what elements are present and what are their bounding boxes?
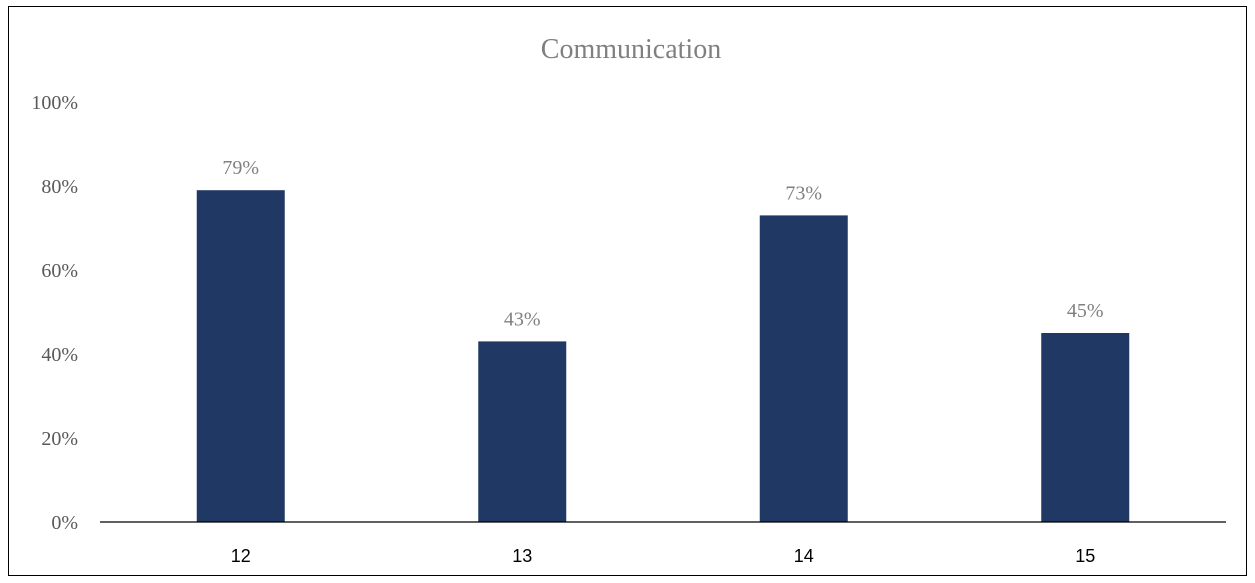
bar-15	[1041, 333, 1130, 522]
y-axis-labels: 0% 20% 40% 60% 80% 100%	[31, 92, 78, 534]
x-tick-label: 15	[1075, 546, 1095, 566]
x-tick-label: 13	[512, 546, 532, 566]
bars	[196, 190, 1130, 522]
value-label: 45%	[1067, 300, 1104, 322]
y-tick-label: 60%	[41, 260, 78, 282]
value-label: 43%	[504, 308, 541, 330]
y-tick-label: 80%	[41, 176, 78, 198]
y-tick-label: 20%	[41, 428, 78, 450]
y-tick-label: 100%	[31, 92, 78, 114]
x-tick-label: 14	[794, 546, 814, 566]
y-tick-label: 0%	[51, 512, 78, 534]
value-label: 79%	[222, 157, 259, 179]
x-axis-labels: 12 13 14 15	[231, 546, 1096, 566]
y-tick-label: 40%	[41, 344, 78, 366]
value-label: 73%	[785, 182, 822, 204]
bar-12	[196, 190, 285, 522]
bar-14	[759, 215, 848, 522]
chart-title: Communication	[541, 34, 721, 65]
value-labels: 79% 43% 73% 45%	[222, 157, 1103, 330]
bar-13	[478, 341, 567, 522]
x-tick-label: 12	[231, 546, 251, 566]
